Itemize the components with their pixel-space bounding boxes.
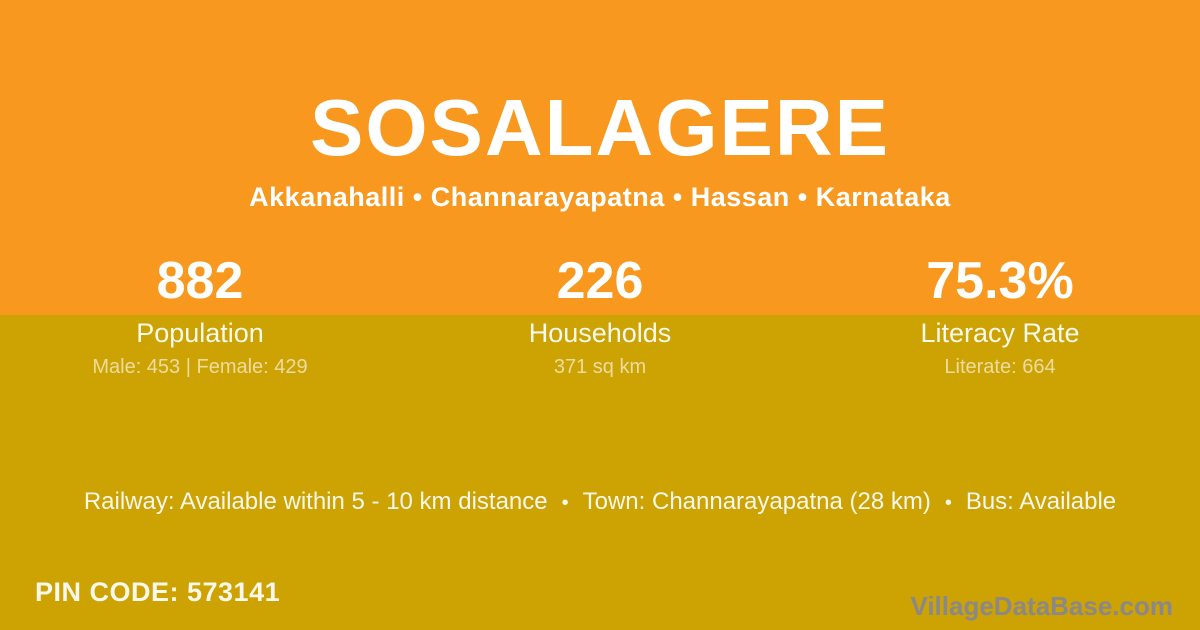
population-detail: Male: 453 | Female: 429 [92,356,308,378]
population-label: Population [136,318,264,348]
literacy-label: Literacy Rate [920,318,1080,348]
watermark-brand: VillageDataBase.com [910,591,1173,621]
location-breadcrumb: Akkanahalli • Channarayapatna • Hassan •… [249,182,951,212]
literacy-value: 75.3% [926,252,1074,310]
village-title: SOSALAGERE [309,83,891,172]
households-detail: 371 sq km [553,356,647,378]
stat-population: 882 Population Male: 453 | Female: 429 [0,253,400,379]
bullet-separator: • [944,492,952,514]
railway-info: Railway: Available within 5 - 10 km dist… [83,488,548,515]
transport-info-line: Railway: Available within 5 - 10 km dist… [0,488,1200,517]
stat-households: 226 Households 371 sq km [400,253,800,379]
households-value: 226 [556,252,644,310]
households-label: Households [528,318,672,348]
stats-row: 882 Population Male: 453 | Female: 429 2… [0,253,1200,379]
card-header: SOSALAGERE Akkanahalli • Channarayapatna… [0,83,1200,213]
orange-header-background [0,0,1200,315]
bullet-separator: • [561,492,569,514]
literacy-detail: Literate: 664 [944,356,1056,378]
population-value: 882 [156,252,244,310]
stat-literacy-rate: 75.3% Literacy Rate Literate: 664 [800,253,1200,379]
town-info: Town: Channarayapatna (28 km) [582,488,931,515]
pin-code-label: PIN CODE: 573141 [35,577,281,607]
bus-info: Bus: Available [965,488,1117,515]
